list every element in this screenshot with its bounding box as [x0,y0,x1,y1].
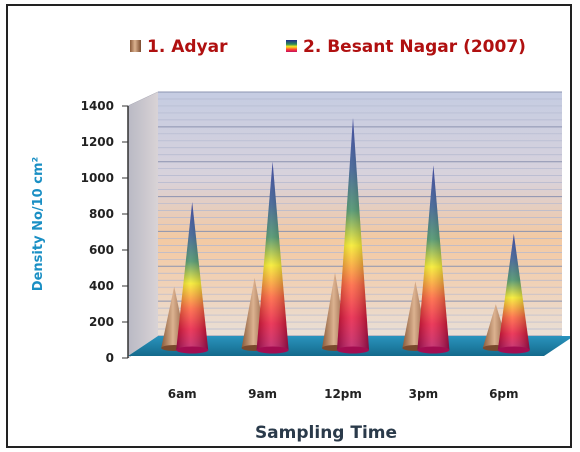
bar-besant-nagar-base [256,346,289,354]
bar-besant-nagar-shade [337,117,369,350]
y-tick-label: 200 [89,315,114,329]
legend-swatch-adyar [130,40,141,52]
y-axis-ticks: 0 200 400 600 800 1000 1200 1400 [81,99,128,365]
bar-besant-nagar-base [176,346,209,354]
bar-besant-nagar-shade [256,161,289,350]
bar-besant-nagar-base [417,346,450,354]
x-tick-label: 9am [248,387,277,401]
chart-canvas: 1. Adyar 2. Besant Nagar (2007) 0 200 400 6… [31,37,570,443]
legend-label-besant-nagar: 2. Besant Nagar (2007) [303,37,526,57]
x-tick-label: 3pm [409,387,438,401]
back-wall [158,92,562,336]
chart-bars [161,117,530,354]
chart-legend: 1. Adyar 2. Besant Nagar (2007) [130,37,526,57]
bar-besant-nagar-shade [417,165,450,350]
legend-label-adyar: 1. Adyar [147,37,228,57]
x-axis-ticks: 6am 9am 12pm 3pm 6pm [168,387,519,401]
x-tick-label: 6am [168,387,197,401]
y-tick-label: 600 [89,243,114,257]
x-axis-title: Sampling Time [255,423,397,443]
y-tick-label: 1400 [81,99,114,113]
bar-besant-nagar-shade [176,202,209,350]
y-axis-title: Density No/10 cm² [31,157,46,291]
y-tick-label: 400 [89,279,114,293]
bar-besant-nagar-base [497,346,530,354]
y-tick-label: 0 [106,351,114,365]
chart-frame: 1. Adyar 2. Besant Nagar (2007) 0 200 400 6… [6,4,572,448]
bar-besant-nagar-base [337,346,369,354]
y-tick-label: 1200 [81,135,114,149]
y-tick-label: 1000 [81,171,114,185]
x-tick-label: 6pm [489,387,518,401]
y-tick-label: 800 [89,207,114,221]
x-tick-label: 12pm [324,387,362,401]
legend-swatch-besant-nagar [286,40,297,52]
side-wall [128,92,158,356]
bar-besant-nagar-shade [497,233,530,350]
